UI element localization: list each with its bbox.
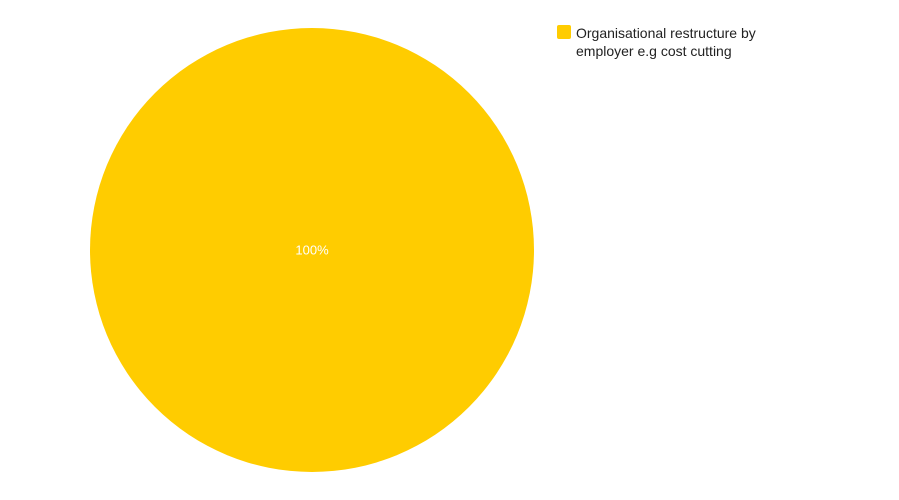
pie-slices [90,28,534,472]
pie-slice-labels: 100% [295,243,329,258]
legend-swatch [557,25,571,39]
legend-item[interactable]: Organisational restructure by employer e… [557,24,787,60]
pie-slice[interactable] [90,28,534,472]
legend-label: Organisational restructure by employer e… [576,25,756,59]
pie-slice-label: 100% [295,243,329,258]
legend: Organisational restructure by employer e… [557,24,787,60]
